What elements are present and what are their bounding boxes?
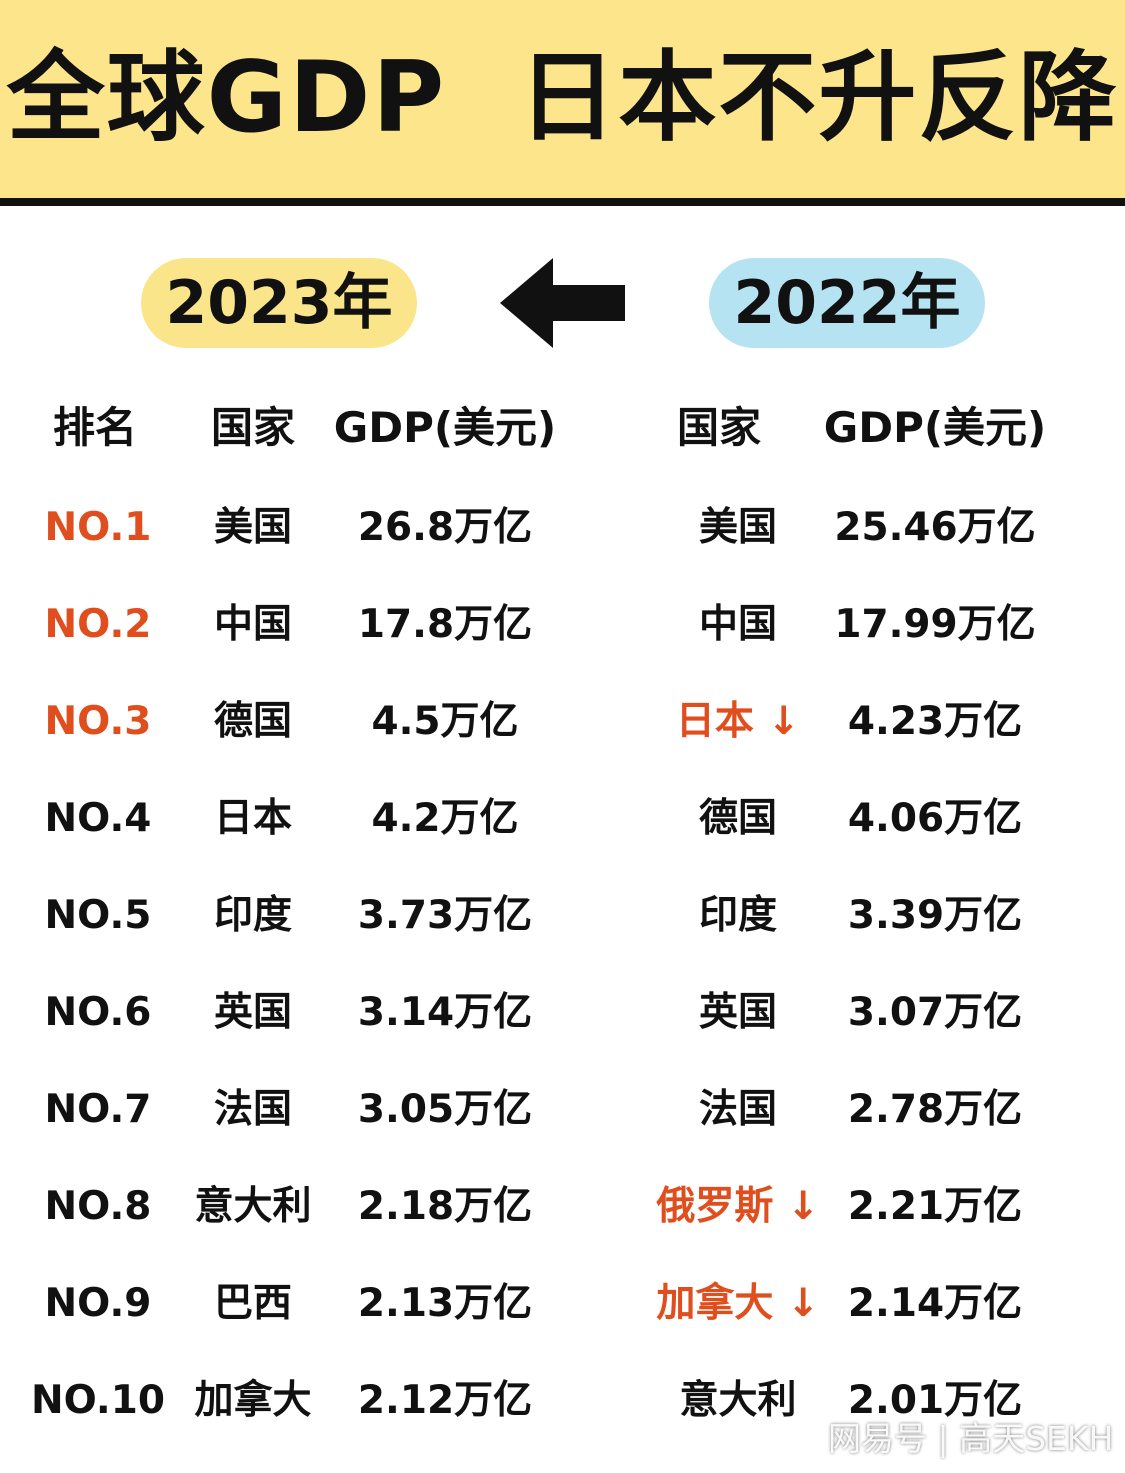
gdp-2023-cell: 4.2万亿 bbox=[371, 796, 519, 841]
rank-cell: NO.4 bbox=[44, 796, 152, 841]
country-2022-cell: 中国 bbox=[698, 602, 777, 647]
gdp-2022-cell: 2.14万亿 bbox=[847, 1281, 1023, 1326]
gdp-2023-cell: 3.73万亿 bbox=[357, 893, 533, 938]
country-2022-header: 国家 bbox=[676, 403, 761, 452]
rank-cell: NO.8 bbox=[44, 1184, 152, 1229]
country-2023-cell: 中国 bbox=[213, 602, 292, 647]
country-2023-cell: 德国 bbox=[213, 699, 292, 744]
country-2022-cell: 法国 bbox=[698, 1087, 777, 1132]
country-2023-cell: 印度 bbox=[213, 893, 292, 938]
header-banner: 全球GDP 日本不升反降 bbox=[0, 0, 1125, 206]
rank-cell: NO.3 bbox=[44, 699, 152, 744]
gdp-2022-cell: 2.01万亿 bbox=[847, 1378, 1023, 1423]
gdp-2023-cell: 2.13万亿 bbox=[357, 1281, 533, 1326]
year-2022-badge: 2022年 bbox=[709, 258, 985, 348]
gdp-2023-cell: 4.5万亿 bbox=[371, 699, 519, 744]
rank-cell: NO.10 bbox=[30, 1378, 166, 1423]
country-2022-cell: 加拿大 ↓ bbox=[656, 1281, 820, 1326]
country-2023-cell: 英国 bbox=[213, 990, 292, 1035]
country-2022-cell: 德国 bbox=[698, 796, 777, 841]
country-2022-cell: 印度 bbox=[698, 893, 777, 938]
gdp-2023-cell: 2.18万亿 bbox=[357, 1184, 533, 1229]
country-2023-cell: 法国 bbox=[213, 1087, 292, 1132]
gdp-2022-cell: 17.99万亿 bbox=[834, 602, 1036, 647]
gdp-2023-cell: 3.14万亿 bbox=[357, 990, 533, 1035]
gdp-2022-header: GDP(美元) bbox=[823, 403, 1047, 452]
rank-cell: NO.9 bbox=[44, 1281, 152, 1326]
rank-cell: NO.2 bbox=[44, 602, 152, 647]
gdp-2022-cell: 25.46万亿 bbox=[834, 505, 1036, 550]
country-2023-cell: 美国 bbox=[213, 505, 292, 550]
watermark: 网易号 | 高天SEKH bbox=[828, 1419, 1114, 1458]
country-2022-cell: 美国 bbox=[698, 505, 777, 550]
gdp-2022-cell: 2.21万亿 bbox=[847, 1184, 1023, 1229]
country-2023-cell: 意大利 bbox=[194, 1184, 312, 1229]
rank-header: 排名 bbox=[52, 403, 137, 452]
country-2023-cell: 日本 bbox=[213, 796, 292, 841]
gdp-2022-cell: 3.39万亿 bbox=[847, 893, 1023, 938]
gdp-2023-cell: 17.8万亿 bbox=[357, 602, 533, 647]
country-2022-cell: 意大利 bbox=[679, 1378, 797, 1423]
gdp-2022-cell: 4.23万亿 bbox=[847, 699, 1023, 744]
gdp-2023-cell: 3.05万亿 bbox=[357, 1087, 533, 1132]
country-2023-cell: 加拿大 bbox=[194, 1378, 312, 1423]
rank-cell: NO.1 bbox=[44, 505, 152, 550]
country-2023-cell: 巴西 bbox=[213, 1281, 292, 1326]
gdp-2023-cell: 26.8万亿 bbox=[357, 505, 533, 550]
year-2023-badge: 2023年 bbox=[141, 258, 417, 348]
gdp-2022-cell: 3.07万亿 bbox=[847, 990, 1023, 1035]
left-arrow-icon bbox=[497, 255, 629, 351]
country-2022-cell: 英国 bbox=[698, 990, 777, 1035]
gdp-2022-cell: 4.06万亿 bbox=[847, 796, 1023, 841]
gdp-2022-cell: 2.78万亿 bbox=[847, 1087, 1023, 1132]
country-2023-header: 国家 bbox=[210, 403, 295, 452]
gdp-2023-cell: 2.12万亿 bbox=[357, 1378, 533, 1423]
rank-cell: NO.7 bbox=[44, 1087, 152, 1132]
country-2022-cell: 日本 ↓ bbox=[675, 699, 801, 744]
rank-cell: NO.6 bbox=[44, 990, 152, 1035]
page-title: 全球GDP 日本不升反降 bbox=[6, 41, 1119, 155]
gdp-2023-header: GDP(美元) bbox=[333, 403, 557, 452]
rank-cell: NO.5 bbox=[44, 893, 152, 938]
country-2022-cell: 俄罗斯 ↓ bbox=[656, 1184, 820, 1229]
